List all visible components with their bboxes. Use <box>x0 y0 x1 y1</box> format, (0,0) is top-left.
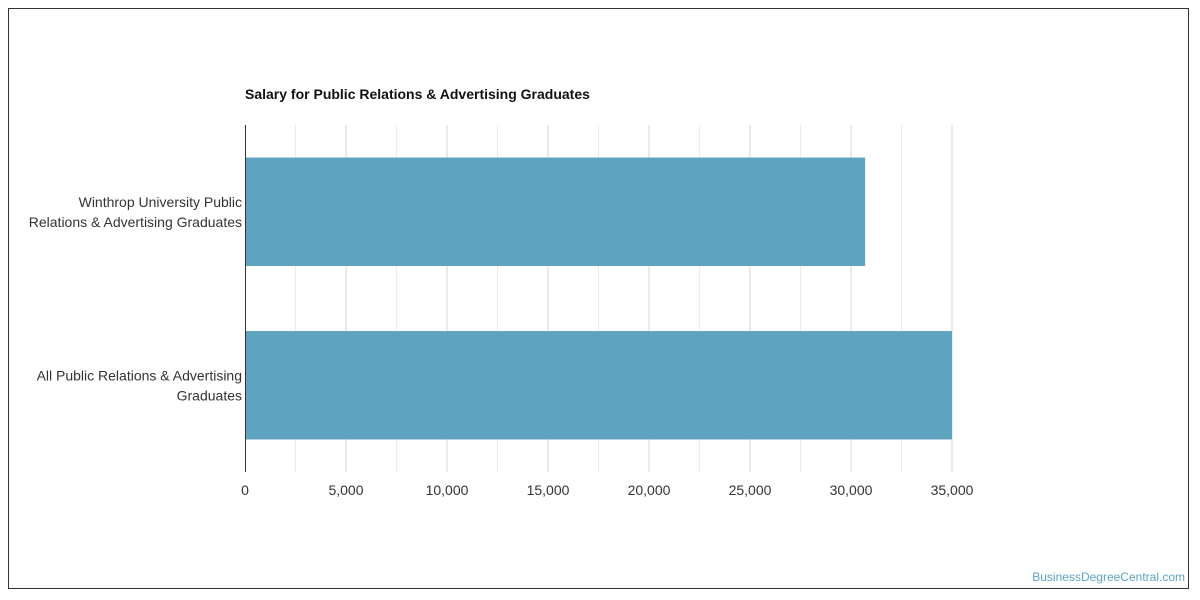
category-label-line: All Public Relations & Advertising <box>37 367 242 383</box>
category-label-1: All Public Relations & Advertising Gradua… <box>37 367 242 403</box>
category-label-line: Graduates <box>177 387 242 403</box>
category-label-line: Winthrop University Public <box>79 194 242 210</box>
x-tick-label: 35,000 <box>931 482 974 498</box>
x-tick-label: 30,000 <box>830 482 873 498</box>
x-tick-label: 20,000 <box>628 482 671 498</box>
watermark-link[interactable]: BusinessDegreeCentral.com <box>1032 570 1185 584</box>
x-tick-label: 0 <box>241 482 249 498</box>
x-tick-label: 10,000 <box>426 482 469 498</box>
x-tick-label: 25,000 <box>729 482 772 498</box>
x-tick-labels: 0 5,000 10,000 15,000 20,000 25,000 30,000 35,0… <box>241 482 974 498</box>
category-labels: Winthrop University Public Relations & Ad… <box>29 194 242 404</box>
chart-title: Salary for Public Relations & Advertisin… <box>245 86 590 102</box>
bar-1 <box>245 331 952 440</box>
category-label-line: Relations & Advertising Graduates <box>29 214 242 230</box>
x-tick-label: 15,000 <box>527 482 570 498</box>
bars <box>245 157 952 440</box>
category-label-0: Winthrop University Public Relations & Ad… <box>29 194 242 230</box>
x-tick-label: 5,000 <box>328 482 363 498</box>
bar-0 <box>245 157 866 266</box>
